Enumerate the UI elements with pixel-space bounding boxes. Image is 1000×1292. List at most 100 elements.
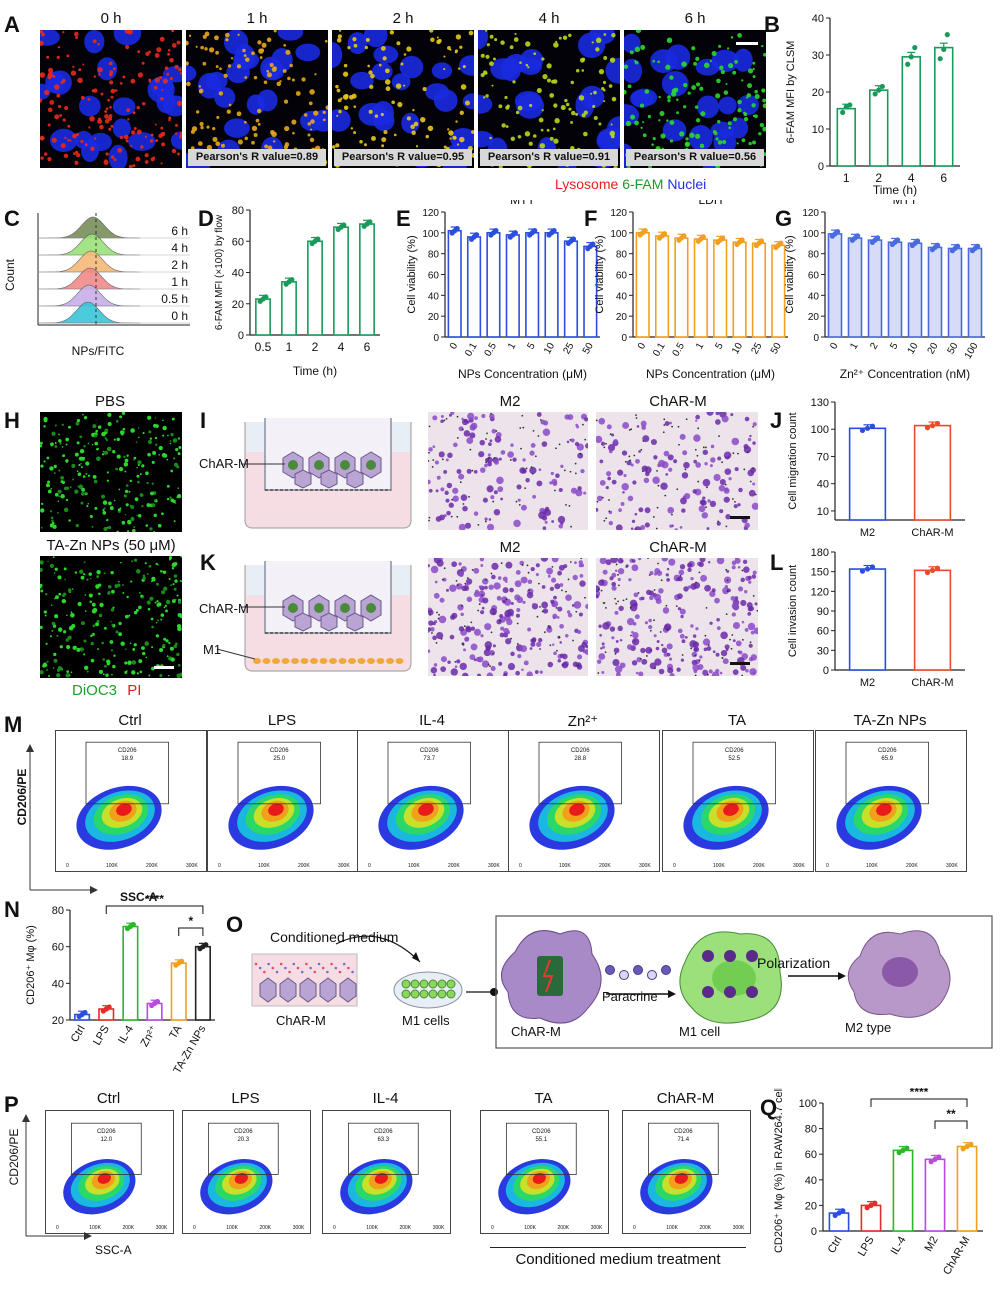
stained-cell [752, 422, 757, 427]
stained-cell [692, 664, 700, 672]
m1-cell [348, 658, 356, 664]
data-point [642, 227, 648, 234]
vesicle-dot [592, 104, 596, 108]
stained-cell [460, 565, 467, 572]
membrane-pore [603, 602, 606, 604]
stained-cell [536, 412, 542, 417]
vesicle-dot [104, 159, 107, 162]
o-charm-label: ChAR-M [276, 1013, 326, 1028]
fluorescence-dot [149, 596, 154, 601]
membrane-pore [471, 469, 474, 472]
vesicle-dot [167, 49, 171, 52]
vesicle-dot [67, 124, 71, 128]
vesicle-dot [343, 63, 348, 68]
membrane-pore [678, 443, 680, 446]
vesicle-dot [53, 84, 60, 90]
stained-cell [636, 425, 640, 428]
paracrine-particle [633, 965, 643, 975]
stained-cell [668, 467, 673, 472]
stained-cell [507, 451, 514, 458]
vesicle-dot [391, 100, 395, 105]
membrane-pore [690, 647, 693, 650]
stained-cell [750, 630, 755, 635]
vesicle-dot [82, 63, 85, 66]
o-polarization-label: Polarization [757, 955, 831, 971]
vesicle-dot [727, 121, 732, 126]
paracrine-particle [661, 965, 671, 975]
stained-cell [578, 560, 584, 565]
vesicle-dot [91, 89, 95, 93]
stained-cell [475, 656, 481, 663]
stained-cell [704, 584, 711, 592]
fluorescence-dot [138, 659, 143, 664]
membrane-pore [549, 644, 552, 647]
vesicle-dot [141, 102, 146, 106]
vesicle-dot [56, 93, 61, 98]
vesicle-dot [332, 145, 336, 149]
stained-cell [668, 558, 676, 566]
x-tick-label: M2 [923, 1235, 941, 1254]
stained-cell [706, 646, 712, 651]
vesicle-dot [593, 115, 598, 121]
fluorescence-dot [148, 674, 151, 677]
stained-cell [648, 625, 653, 630]
nucleus [371, 62, 393, 81]
vesicle-dot [393, 133, 397, 137]
stained-cell [536, 480, 543, 487]
nucleus [401, 112, 420, 134]
y-tick-label: 20 [616, 312, 628, 323]
fluorescence-dot [177, 452, 181, 456]
vesicle-dot [69, 139, 72, 142]
vesicle-dot [40, 32, 45, 37]
fluorescence-dot [176, 465, 180, 469]
nucleus [737, 94, 759, 115]
stained-cell [452, 487, 459, 494]
membrane-pore [608, 499, 610, 501]
data-point [975, 243, 981, 249]
fluorescence-dot [106, 446, 112, 452]
vesicle-dot [202, 61, 207, 66]
vesicle-dot [624, 64, 629, 69]
x-tick-label: 100 [963, 341, 981, 361]
stained-cell [481, 606, 485, 610]
x-tick-label: ChAR-M [941, 1235, 972, 1278]
fluorescence-dot [118, 466, 124, 472]
membrane-pore [601, 496, 604, 499]
vesicle-dot [179, 131, 182, 136]
vesicle-dot [365, 37, 370, 42]
stained-cell [722, 658, 729, 665]
stained-cell [682, 450, 688, 456]
vesicle-dot [752, 61, 756, 65]
stained-cell [577, 629, 582, 634]
vesicle-dot [251, 125, 258, 132]
vesicle-dot [352, 37, 357, 42]
vesicle-dot [322, 118, 326, 122]
legend-lysosome: Lysosome [555, 176, 619, 192]
y-tick-label: 0 [621, 333, 627, 344]
vesicle-dot [691, 85, 697, 90]
x-tick-label: 0 [193, 1225, 196, 1231]
stained-cell [430, 667, 438, 674]
membrane-pore [577, 664, 580, 667]
stained-cell [681, 639, 686, 644]
vesicle-dot [510, 136, 516, 141]
stained-cell [744, 590, 748, 594]
arrow-head [668, 990, 676, 998]
fluorescence-dot [163, 606, 166, 609]
membrane-pore [600, 589, 603, 592]
stained-cell [540, 558, 549, 562]
data-point [836, 1210, 842, 1216]
stained-cell [599, 633, 602, 637]
vesicle-dot [310, 119, 315, 124]
vesicle-dot [188, 34, 192, 38]
fluorescence-dot [132, 648, 136, 651]
nucleus [162, 66, 182, 83]
membrane-pore [737, 452, 739, 455]
fluorescence-dot [122, 427, 126, 431]
vesicle-dot [420, 116, 426, 123]
vesicle-dot [737, 99, 742, 105]
vesicle-dot [763, 52, 766, 57]
internalized-particle [724, 986, 736, 998]
vesicle-dot [558, 36, 562, 40]
cell-nucleus [340, 603, 350, 613]
